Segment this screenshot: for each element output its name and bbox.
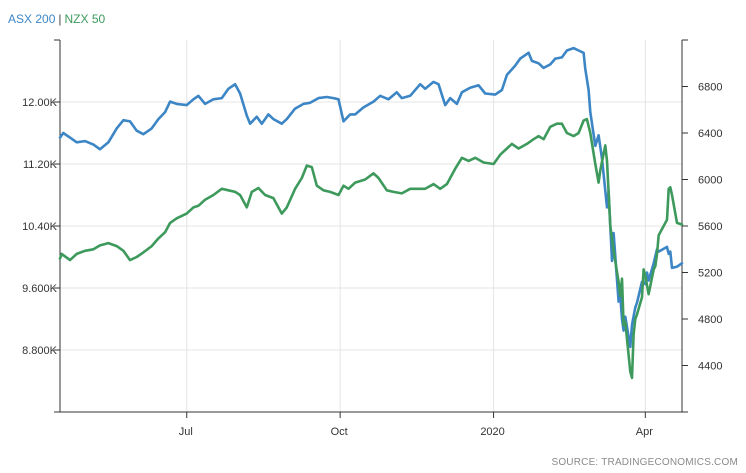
x-axis-tick-label: Jul — [179, 426, 193, 438]
series-line-asx200 — [58, 46, 684, 349]
x-axis-tick-label: Apr — [636, 426, 653, 438]
legend: ASX 200 | NZX 50 — [8, 12, 105, 26]
series-layer — [58, 46, 684, 380]
right-axis-tick-label: 4400 — [698, 361, 722, 373]
legend-nzx-label: NZX 50 — [64, 12, 106, 26]
right-axis-tick-label: 6400 — [698, 128, 722, 140]
left-axis-tick-label: 9.600K — [22, 283, 58, 295]
left-axis-tick-label: 8.800K — [22, 345, 58, 357]
left-axis-tick-label: 12.00K — [22, 97, 58, 109]
right-axis-tick-label: 5600 — [698, 221, 722, 233]
source-credit: SOURCE: TRADINGECONOMICS.COM — [551, 457, 738, 468]
right-axis-tick-label: 4800 — [698, 314, 722, 326]
axes: 8.800K 9.600K 10.40K 11.20K 12.00K 4400 4800 52… — [22, 39, 722, 438]
left-axis-tick-label: 11.20K — [23, 159, 58, 171]
x-axis-tick-label: Oct — [331, 426, 348, 438]
right-axis-tick-label: 6000 — [698, 175, 722, 187]
legend-separator: | — [58, 12, 62, 26]
legend-asx-label: ASX 200 — [8, 12, 56, 26]
x-axis-tick-label: 2020 — [480, 426, 504, 438]
right-axis-tick-label: 5200 — [698, 268, 722, 280]
right-axis-tick-label: 6800 — [698, 82, 722, 94]
left-axis-tick-label: 10.40K — [22, 221, 58, 233]
series-line-nzx50 — [58, 117, 684, 380]
